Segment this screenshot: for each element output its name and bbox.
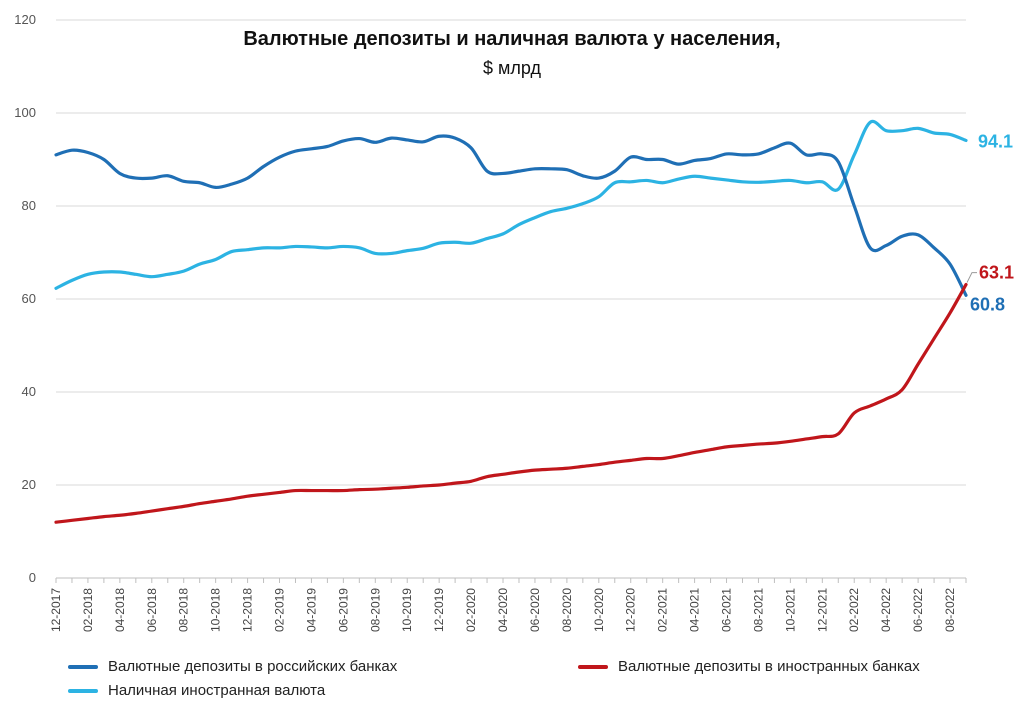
end-label-foreign-banks: 63.1 xyxy=(979,263,1014,283)
x-tick-label: 02-2020 xyxy=(464,588,478,632)
y-tick-label: 20 xyxy=(22,477,36,492)
x-tick-label: 08-2020 xyxy=(560,588,574,632)
x-tick-label: 12-2017 xyxy=(49,588,63,632)
x-tick-label: 04-2021 xyxy=(688,588,702,632)
x-tick-label: 06-2018 xyxy=(145,588,159,632)
end-labels: 94.1 60.8 63.1 xyxy=(966,131,1014,314)
x-axis: 12-2017 02-2018 04-2018 06-2018 08-2018 10-20… xyxy=(49,577,967,632)
y-tick-label: 40 xyxy=(22,384,36,399)
x-tick-label: 04-2019 xyxy=(304,588,318,632)
end-label-leader xyxy=(966,272,977,283)
x-tick-label: 12-2018 xyxy=(241,588,255,632)
legend-swatch xyxy=(68,688,98,693)
x-tick-label: 04-2018 xyxy=(113,588,127,632)
legend-label: Наличная иностранная валюта xyxy=(108,682,326,699)
legend-swatch xyxy=(578,664,608,669)
series-layer xyxy=(54,119,968,524)
legend-item-cash: Наличная иностранная валюта xyxy=(68,682,325,699)
x-tick-label: 12-2019 xyxy=(432,588,446,632)
legend-label: Валютные депозиты в российских банках xyxy=(108,658,398,675)
y-tick-label: 0 xyxy=(29,570,36,585)
y-tick-label: 120 xyxy=(14,12,36,27)
x-tick-label: 06-2021 xyxy=(720,588,734,632)
legend-item-russian-banks: Валютные депозиты в российских банках xyxy=(68,658,397,675)
x-tick-label: 02-2022 xyxy=(847,588,861,632)
chart-title: Валютные депозиты и наличная валюта у на… xyxy=(243,28,781,50)
series-russian-banks xyxy=(54,134,968,297)
y-axis: 0 20 40 60 80 100 120 xyxy=(14,12,36,585)
legend-label: Валютные депозиты в иностранных банках xyxy=(618,658,920,675)
grid-lines xyxy=(56,19,966,486)
legend-swatch xyxy=(68,664,98,669)
x-tick-label: 10-2019 xyxy=(400,588,414,632)
series-foreign-banks xyxy=(54,282,968,524)
x-tick-label: 06-2020 xyxy=(528,588,542,632)
x-tick-label: 06-2019 xyxy=(336,588,350,632)
x-tick-label: 10-2021 xyxy=(783,588,797,632)
series-cash xyxy=(54,119,968,290)
x-tick-label: 04-2022 xyxy=(879,588,893,632)
end-label-cash: 94.1 xyxy=(978,131,1013,151)
x-tick-label: 10-2018 xyxy=(209,588,223,632)
x-tick-label: 08-2018 xyxy=(177,588,191,632)
x-tick-label: 08-2019 xyxy=(368,588,382,632)
end-label-russian-banks: 60.8 xyxy=(970,294,1005,314)
x-tick-label: 12-2021 xyxy=(815,588,829,632)
x-tick-label: 02-2018 xyxy=(81,588,95,632)
x-tick-label: 06-2022 xyxy=(911,588,925,632)
x-tick-label: 08-2021 xyxy=(751,588,765,632)
y-tick-label: 60 xyxy=(22,291,36,306)
x-tick-label: 10-2020 xyxy=(592,588,606,632)
y-tick-label: 100 xyxy=(14,105,36,120)
chart-subtitle: $ млрд xyxy=(483,58,541,78)
x-tick-label: 04-2020 xyxy=(496,588,510,632)
x-tick-label: 08-2022 xyxy=(943,588,957,632)
x-tick-label: 02-2019 xyxy=(273,588,287,632)
y-tick-label: 80 xyxy=(22,198,36,213)
legend-item-foreign-banks: Валютные депозиты в иностранных банках xyxy=(578,658,920,675)
x-tick-label: 02-2021 xyxy=(656,588,670,632)
x-tick-label: 12-2020 xyxy=(624,588,638,632)
